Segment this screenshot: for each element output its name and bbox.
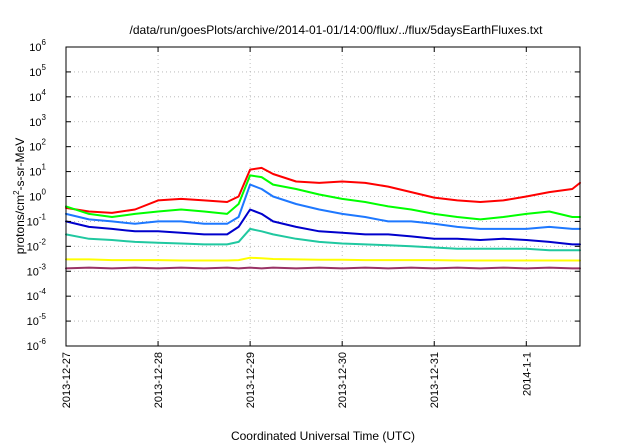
y-tick-label-base: 10 (27, 241, 39, 253)
x-axis-label: Coordinated Universal Time (UTC) (231, 429, 415, 443)
series-line-4 (65, 208, 581, 246)
series-group (65, 166, 581, 270)
y-tick-label-base: 10 (29, 117, 41, 129)
y-tick-label: 10-4 (27, 287, 47, 303)
y-tick-label-base: 10 (27, 341, 39, 353)
y-tick-label-exponent: 4 (42, 88, 47, 97)
y-tick-label-exponent: 3 (42, 113, 47, 122)
x-tick-label: 2013-12-30 (337, 352, 349, 408)
series-line-2 (65, 174, 581, 221)
y-tick-label: 101 (29, 163, 46, 179)
x-tick-label: 2013-12-27 (61, 352, 73, 408)
y-tick-label: 100 (29, 188, 46, 204)
y-axis: 10-610-510-410-310-210-11001011021031041… (27, 38, 580, 353)
y-tick-label-base: 10 (29, 92, 41, 104)
y-tick-label-exponent: -5 (39, 312, 47, 321)
y-tick-label: 104 (29, 88, 46, 104)
series-line-5 (65, 227, 581, 252)
y-tick-label-exponent: -2 (39, 237, 47, 246)
y-tick-label: 10-6 (27, 337, 47, 353)
y-axis-label-base: protons/cm (13, 195, 27, 254)
y-tick-label-exponent: 6 (42, 38, 47, 47)
y-tick-label-base: 10 (27, 316, 39, 328)
series-line-7 (65, 266, 581, 270)
y-tick-label-exponent: 2 (42, 138, 47, 147)
chart-title: /data/run/goesPlots/archive/2014-01-01/1… (130, 23, 544, 37)
y-tick-label-base: 10 (27, 216, 39, 228)
y-tick-label: 10-1 (27, 212, 47, 228)
y-tick-label-base: 10 (29, 192, 41, 204)
y-tick-label: 10-5 (27, 312, 47, 328)
y-tick-label-base: 10 (29, 67, 41, 79)
y-axis-label-sup: 2 (12, 190, 21, 195)
series-line-3 (65, 183, 581, 230)
x-tick-label: 2013-12-29 (245, 352, 257, 408)
y-tick-label-base: 10 (27, 266, 39, 278)
y-tick-label-exponent: -6 (39, 337, 47, 346)
y-tick-label: 102 (29, 138, 46, 154)
y-tick-label: 105 (29, 63, 46, 79)
y-tick-label: 10-2 (27, 237, 47, 253)
y-tick-label-exponent: 5 (42, 63, 47, 72)
x-tick-label: 2014-1-1 (521, 352, 533, 396)
y-tick-label-base: 10 (27, 291, 39, 303)
series-line-6 (65, 256, 581, 262)
y-tick-label-base: 10 (29, 167, 41, 179)
x-axis: 2013-12-27 2013-12-28 2013-12-29 2013-12-30… (61, 47, 533, 408)
y-tick-label: 103 (29, 113, 46, 129)
y-axis-label: protons/cm2-s-sr-MeV (12, 138, 27, 254)
grid (66, 46, 580, 347)
x-tick-label: 2013-12-31 (429, 352, 441, 408)
y-tick-label: 106 (29, 38, 46, 54)
y-tick-label-exponent: 0 (42, 188, 47, 197)
y-tick-label-base: 10 (29, 42, 41, 54)
y-tick-label-exponent: -3 (39, 262, 47, 271)
x-tick-label: 2013-12-28 (153, 352, 165, 408)
y-axis-label-rest: -s-sr-MeV (13, 138, 27, 191)
y-tick-label: 10-3 (27, 262, 47, 278)
series-line-1 (65, 166, 581, 214)
y-tick-label-base: 10 (29, 142, 41, 154)
y-tick-label-exponent: 1 (42, 163, 47, 172)
y-tick-label-exponent: -1 (39, 212, 47, 221)
y-tick-label-exponent: -4 (39, 287, 47, 296)
